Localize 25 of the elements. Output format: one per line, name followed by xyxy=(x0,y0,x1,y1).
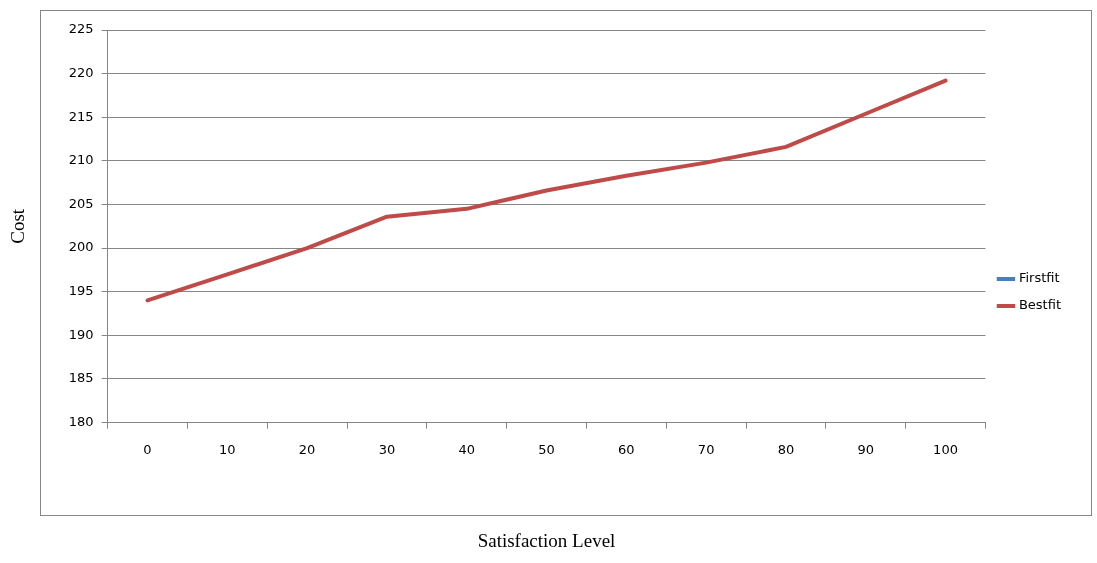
y-tick-label: 195 xyxy=(68,283,94,299)
x-tick-label: 50 xyxy=(538,441,555,457)
x-tick-label: 60 xyxy=(618,441,635,457)
x-tick-label: 100 xyxy=(933,441,958,457)
y-tick-label: 225 xyxy=(68,21,94,37)
x-tick-label: 30 xyxy=(378,441,396,457)
legend-label: Bestfit xyxy=(1018,297,1062,313)
x-axis-title: Satisfaction Level xyxy=(477,529,616,551)
y-tick-label: 215 xyxy=(68,108,94,124)
x-tick-label: 20 xyxy=(298,441,316,457)
y-axis-title: Cost xyxy=(7,208,29,244)
x-tick-label: 40 xyxy=(458,441,475,457)
x-tick-label: 90 xyxy=(857,441,874,457)
y-tick-label: 190 xyxy=(68,326,94,342)
y-tick-label: 220 xyxy=(68,65,94,80)
y-tick-label: 205 xyxy=(68,195,94,211)
x-tick-label: 10 xyxy=(219,441,236,457)
y-tick-label: 185 xyxy=(68,370,94,386)
legend-label: Firstfit xyxy=(1018,270,1060,286)
x-tick-label: 80 xyxy=(777,441,795,457)
x-tick-label: 70 xyxy=(697,441,715,457)
y-tick-label: 210 xyxy=(68,152,94,168)
y-tick-label: 180 xyxy=(68,413,94,429)
x-tick-label: 0 xyxy=(143,441,152,457)
y-tick-label: 200 xyxy=(68,239,94,255)
